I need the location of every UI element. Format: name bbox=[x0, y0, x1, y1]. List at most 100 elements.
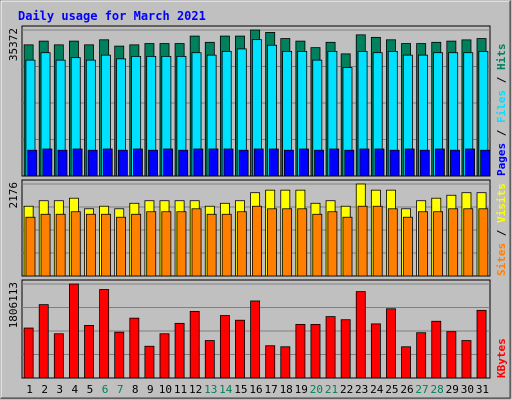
bar-pages-day-8 bbox=[133, 148, 143, 177]
bar-kbytes-day-10 bbox=[159, 333, 170, 379]
bar-sites-day-22 bbox=[342, 216, 353, 277]
bar-sites-day-27 bbox=[418, 211, 428, 277]
bar-pages-day-13 bbox=[208, 148, 219, 177]
x-tick-label-7: 7 bbox=[117, 383, 124, 396]
bar-kbytes-day-4 bbox=[69, 283, 79, 379]
bar-pages-day-29 bbox=[450, 149, 460, 177]
bar-sites-day-13 bbox=[206, 213, 217, 277]
bar-kbytes-day-29 bbox=[446, 331, 457, 379]
x-tick-label-11: 11 bbox=[174, 383, 187, 396]
chart-title: Daily usage for March 2021 bbox=[18, 9, 206, 23]
bar-sites-day-15 bbox=[236, 211, 247, 277]
bar-pages-day-28 bbox=[434, 148, 445, 177]
ymax-label-visits: 2176 bbox=[7, 182, 20, 209]
x-axis-labels: 1 2 3 4 5 6 7 8 9 10 11 12 13 14 15 16 17 18 19 20 21 22 23 24 2… bbox=[26, 383, 489, 396]
bar-kbytes-day-21 bbox=[325, 316, 336, 379]
x-tick-label-19: 19 bbox=[295, 383, 308, 396]
bar-pages-day-10 bbox=[163, 148, 174, 177]
bar-pages-day-30 bbox=[465, 148, 476, 177]
bar-kbytes-day-3 bbox=[53, 333, 64, 379]
bar-kbytes-day-9 bbox=[144, 345, 155, 379]
bar-kbytes-day-17 bbox=[265, 345, 276, 379]
x-tick-label-9: 9 bbox=[147, 383, 154, 396]
bar-sites-day-20 bbox=[312, 213, 323, 277]
bar-kbytes-day-8 bbox=[129, 317, 140, 379]
x-tick-label-30: 30 bbox=[461, 383, 474, 396]
bar-pages-day-11 bbox=[178, 149, 189, 177]
bar-sites-day-3 bbox=[55, 213, 66, 277]
bar-kbytes-day-18 bbox=[280, 346, 291, 379]
bar-kbytes-day-30 bbox=[461, 340, 472, 379]
x-tick-label-27: 27 bbox=[415, 383, 428, 396]
bar-sites-day-8 bbox=[131, 213, 142, 277]
bar-sites-day-14 bbox=[221, 213, 232, 277]
bar-kbytes-day-25 bbox=[386, 308, 396, 379]
bar-pages-day-31 bbox=[480, 149, 491, 177]
bar-kbytes-day-1 bbox=[23, 327, 34, 379]
bar-sites-day-24 bbox=[372, 205, 383, 277]
bar-kbytes-day-26 bbox=[401, 346, 411, 379]
bar-kbytes-day-23 bbox=[355, 291, 366, 379]
x-tick-label-26: 26 bbox=[400, 383, 413, 396]
bar-sites-day-9 bbox=[146, 211, 157, 277]
bar-kbytes-day-22 bbox=[340, 319, 351, 379]
bar-kbytes-day-14 bbox=[219, 315, 230, 379]
bar-kbytes-day-6 bbox=[99, 289, 110, 379]
bar-kbytes-day-7 bbox=[114, 331, 125, 379]
bar-pages-day-21 bbox=[329, 148, 340, 177]
legend-visits: Sites / Visits bbox=[495, 183, 508, 276]
bar-sites-day-18 bbox=[282, 208, 293, 277]
legend-pages: Pages bbox=[495, 143, 508, 176]
x-tick-label-2: 2 bbox=[41, 383, 48, 396]
bar-pages-day-27 bbox=[419, 149, 430, 177]
bar-sites-day-6 bbox=[101, 213, 111, 277]
legend-kbytes: KBytes bbox=[495, 338, 508, 378]
bar-sites-day-1 bbox=[25, 216, 36, 277]
bar-sites-day-30 bbox=[463, 208, 474, 277]
bar-sites-day-10 bbox=[161, 211, 172, 277]
bar-kbytes-day-31 bbox=[476, 309, 487, 379]
bar-pages-day-15 bbox=[238, 149, 249, 177]
bar-kbytes-day-27 bbox=[416, 332, 427, 379]
panel-visits: 2176 Sites / Visits bbox=[7, 179, 508, 277]
legend-visits: Visits bbox=[495, 183, 508, 223]
bar-kbytes-day-19 bbox=[295, 323, 306, 379]
x-tick-label-17: 17 bbox=[264, 383, 277, 396]
x-tick-label-23: 23 bbox=[355, 383, 368, 396]
x-tick-label-13: 13 bbox=[204, 383, 217, 396]
x-tick-label-8: 8 bbox=[132, 383, 139, 396]
bar-sites-day-28 bbox=[433, 211, 444, 277]
bar-pages-day-12 bbox=[193, 148, 204, 177]
legend-files: Files bbox=[495, 90, 508, 123]
bar-pages-day-9 bbox=[148, 149, 158, 177]
x-tick-label-16: 16 bbox=[249, 383, 262, 396]
bar-pages-day-26 bbox=[404, 148, 415, 177]
panel-kbytes: 1806113 KBytes bbox=[7, 279, 508, 379]
bar-sites-day-4 bbox=[70, 211, 81, 277]
bar-sites-day-23 bbox=[357, 205, 368, 277]
bar-pages-day-3 bbox=[57, 149, 68, 177]
bar-sites-day-7 bbox=[116, 216, 126, 277]
x-tick-label-6: 6 bbox=[102, 383, 109, 396]
bar-sites-day-26 bbox=[402, 216, 413, 277]
ymax-label-requests: 35372 bbox=[7, 28, 20, 61]
bar-pages-day-4 bbox=[72, 148, 83, 177]
legend-hits: Hits bbox=[495, 44, 508, 71]
chart-panels: 35372 Pages / Files / Hits 2176 Sites / Vis… bbox=[7, 25, 508, 379]
x-tick-label-10: 10 bbox=[159, 383, 172, 396]
bar-kbytes-day-16 bbox=[250, 300, 261, 379]
legend-separator: / bbox=[495, 70, 508, 90]
x-tick-label-24: 24 bbox=[370, 383, 384, 396]
x-tick-label-14: 14 bbox=[219, 383, 233, 396]
x-tick-label-12: 12 bbox=[189, 383, 202, 396]
bar-pages-day-18 bbox=[283, 149, 294, 177]
x-tick-label-5: 5 bbox=[87, 383, 94, 396]
x-tick-label-1: 1 bbox=[26, 383, 33, 396]
bar-kbytes-day-5 bbox=[84, 325, 94, 379]
bar-pages-day-1 bbox=[27, 149, 38, 177]
bar-pages-day-20 bbox=[314, 149, 325, 177]
legend-separator: / bbox=[495, 123, 508, 143]
panel-requests: 35372 Pages / Files / Hits bbox=[7, 25, 508, 177]
bar-sites-day-29 bbox=[448, 208, 459, 277]
